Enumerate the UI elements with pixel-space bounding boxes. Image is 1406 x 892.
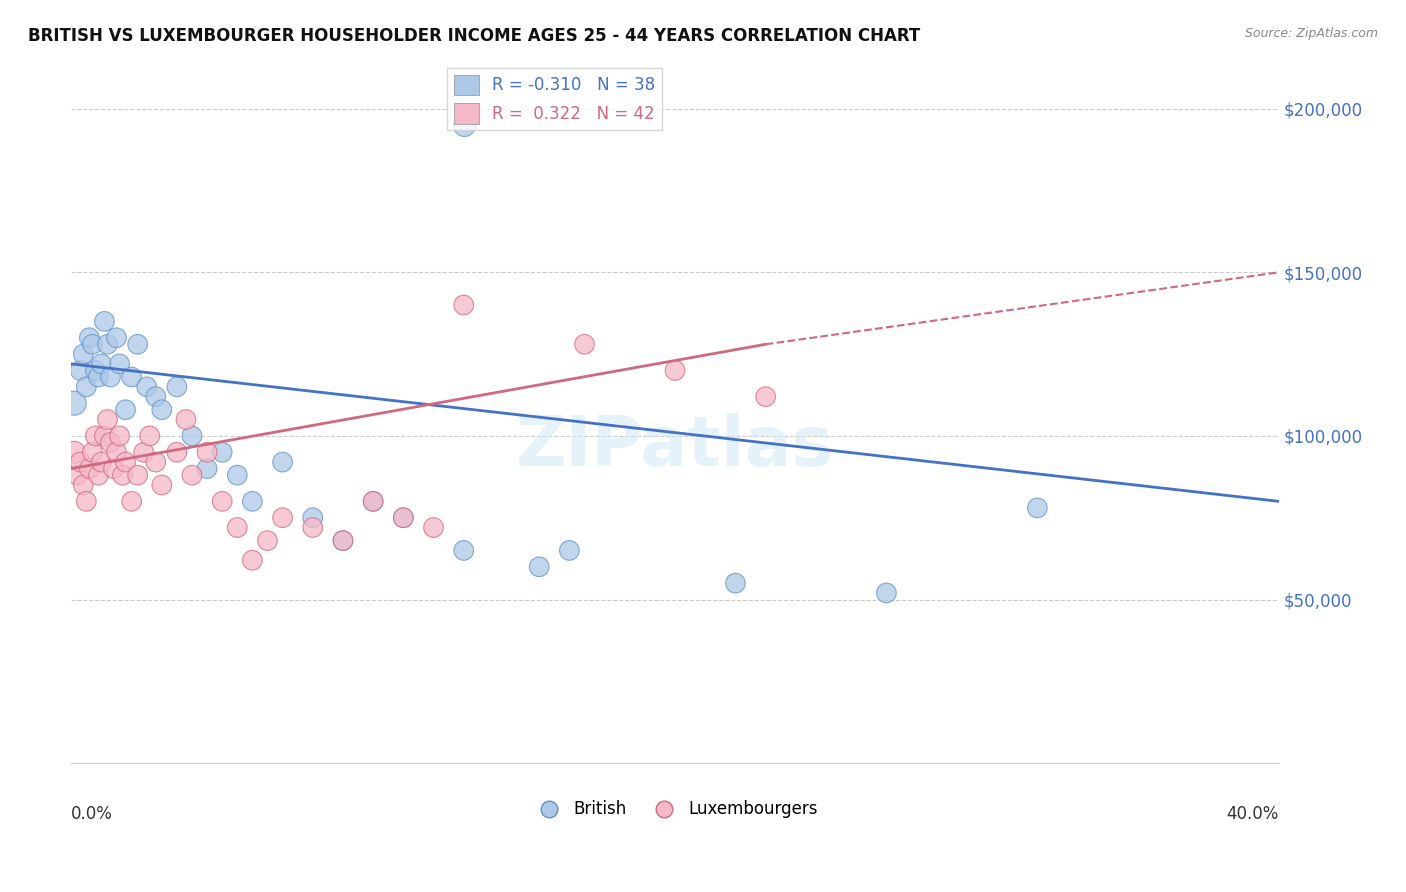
Point: [103, 461, 125, 475]
Point: [96, 337, 118, 351]
Point: [82, 445, 104, 459]
Point: [422, 520, 444, 534]
Point: [75, 494, 97, 508]
Point: [150, 402, 173, 417]
Point: [529, 559, 551, 574]
Point: [226, 468, 249, 483]
Point: [132, 445, 155, 459]
Point: [574, 337, 596, 351]
Point: [242, 494, 264, 508]
Point: [105, 331, 128, 345]
Point: [96, 412, 118, 426]
Point: [301, 510, 323, 524]
Point: [127, 337, 149, 351]
Point: [63, 445, 86, 459]
Point: [174, 412, 197, 426]
Point: [114, 402, 136, 417]
Point: [271, 455, 294, 469]
Point: [166, 445, 188, 459]
Text: ZIPatlas: ZIPatlas: [516, 413, 834, 480]
Point: [145, 390, 167, 404]
Point: [724, 576, 747, 591]
Point: [211, 445, 233, 459]
Point: [93, 314, 115, 328]
Point: [150, 478, 173, 492]
Point: [75, 380, 97, 394]
Text: BRITISH VS LUXEMBOURGER HOUSEHOLDER INCOME AGES 25 - 44 YEARS CORRELATION CHART: BRITISH VS LUXEMBOURGER HOUSEHOLDER INCO…: [28, 27, 921, 45]
Point: [127, 468, 149, 483]
Point: [195, 445, 218, 459]
Point: [211, 494, 233, 508]
Point: [66, 468, 89, 483]
Point: [69, 363, 91, 377]
Point: [72, 478, 94, 492]
Point: [100, 435, 122, 450]
Point: [138, 429, 160, 443]
Point: [242, 553, 264, 567]
Point: [875, 586, 897, 600]
Point: [271, 510, 294, 524]
Point: [453, 118, 475, 132]
Point: [1026, 500, 1049, 515]
Point: [105, 445, 128, 459]
Point: [166, 380, 188, 394]
Point: [256, 533, 278, 548]
Point: [181, 468, 204, 483]
Point: [453, 298, 475, 312]
Point: [332, 533, 354, 548]
Point: [90, 455, 112, 469]
Point: [79, 461, 101, 475]
Point: [100, 370, 122, 384]
Point: [392, 510, 415, 524]
Point: [332, 533, 354, 548]
Point: [558, 543, 581, 558]
Point: [361, 494, 384, 508]
Point: [121, 370, 143, 384]
Point: [145, 455, 167, 469]
Point: [135, 380, 157, 394]
Point: [84, 429, 107, 443]
Text: 0.0%: 0.0%: [72, 805, 112, 823]
Point: [111, 468, 134, 483]
Point: [453, 543, 475, 558]
Point: [82, 337, 104, 351]
Point: [195, 461, 218, 475]
Point: [87, 370, 110, 384]
Point: [361, 494, 384, 508]
Point: [301, 520, 323, 534]
Point: [114, 455, 136, 469]
Text: Source: ZipAtlas.com: Source: ZipAtlas.com: [1244, 27, 1378, 40]
Point: [63, 396, 86, 410]
Point: [755, 390, 778, 404]
Legend: British, Luxembourgers: British, Luxembourgers: [526, 794, 825, 825]
Point: [392, 510, 415, 524]
Point: [90, 357, 112, 371]
Point: [79, 331, 101, 345]
Point: [87, 468, 110, 483]
Point: [121, 494, 143, 508]
Point: [84, 363, 107, 377]
Point: [72, 347, 94, 361]
Point: [226, 520, 249, 534]
Point: [664, 363, 686, 377]
Point: [181, 429, 204, 443]
Point: [108, 357, 131, 371]
Point: [69, 455, 91, 469]
Point: [93, 429, 115, 443]
Point: [108, 429, 131, 443]
Text: 40.0%: 40.0%: [1226, 805, 1279, 823]
